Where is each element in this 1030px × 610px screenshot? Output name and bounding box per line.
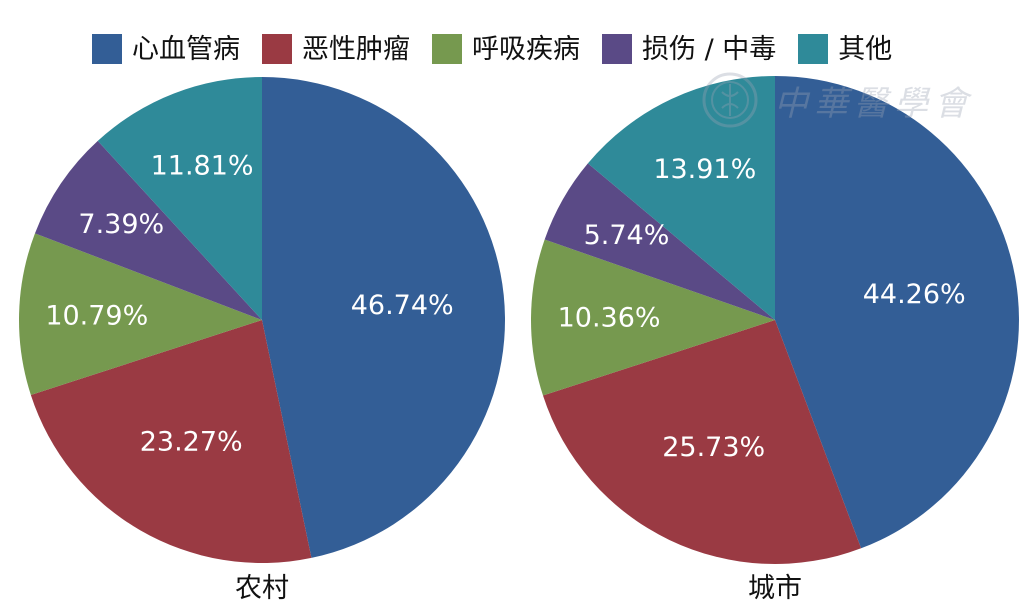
legend-label: 心血管病: [132, 33, 240, 65]
pie-slice-injury-poisoning: [34, 140, 263, 320]
legend: 心血管病 恶性肿瘤 呼吸疾病 损伤 / 中毒 其他: [92, 34, 892, 64]
pie-slice-cardiovascular: [262, 77, 506, 558]
legend-item-cardiovascular: 心血管病: [92, 34, 240, 64]
legend-swatch: [92, 34, 122, 64]
pie-slice-malignant-tumor: [542, 320, 862, 564]
data-label-other: 11.81%: [151, 151, 254, 182]
legend-item-other: 其他: [798, 34, 892, 64]
legend-swatch: [798, 34, 829, 64]
pie-caption: 农村: [235, 573, 289, 604]
legend-swatch: [262, 34, 292, 64]
pie-slice-respiratory: [19, 233, 263, 395]
pie-chart-urban: 44.26% 25.73% 10.36% 5.74% 13.91% 城市: [531, 76, 1019, 604]
data-label-malignant-tumor: 25.73%: [662, 432, 765, 463]
legend-item-respiratory: 呼吸疾病: [432, 34, 580, 64]
data-label-injury-poisoning: 7.39%: [78, 209, 164, 240]
legend-label: 损伤 / 中毒: [642, 33, 777, 65]
pie-slice-respiratory: [531, 239, 775, 396]
legend-label: 其他: [838, 33, 893, 65]
data-label-other: 13.91%: [653, 154, 756, 185]
data-label-injury-poisoning: 5.74%: [584, 220, 670, 251]
legend-swatch: [432, 34, 462, 64]
data-label-cardiovascular: 44.26%: [863, 279, 966, 310]
legend-label: 恶性肿瘤: [302, 33, 410, 65]
data-label-cardiovascular: 46.74%: [351, 290, 454, 321]
legend-item-malignant-tumor: 恶性肿瘤: [262, 34, 410, 64]
pie-slice-injury-poisoning: [544, 163, 775, 320]
data-label-malignant-tumor: 23.27%: [140, 426, 243, 457]
data-label-respiratory: 10.36%: [558, 303, 661, 334]
pie-slice-other: [97, 77, 262, 320]
legend-swatch: [602, 34, 632, 64]
pie-slice-other: [587, 76, 775, 320]
data-label-respiratory: 10.79%: [45, 300, 148, 331]
pie-chart-rural: 46.74% 23.27% 10.79% 7.39% 11.81% 农村: [19, 77, 506, 604]
legend-label: 呼吸疾病: [472, 33, 580, 65]
pie-caption: 城市: [748, 573, 802, 604]
pie-slice-cardiovascular: [775, 76, 1019, 549]
pie-slice-malignant-tumor: [30, 320, 312, 563]
legend-item-injury-poisoning: 损伤 / 中毒: [602, 34, 776, 64]
